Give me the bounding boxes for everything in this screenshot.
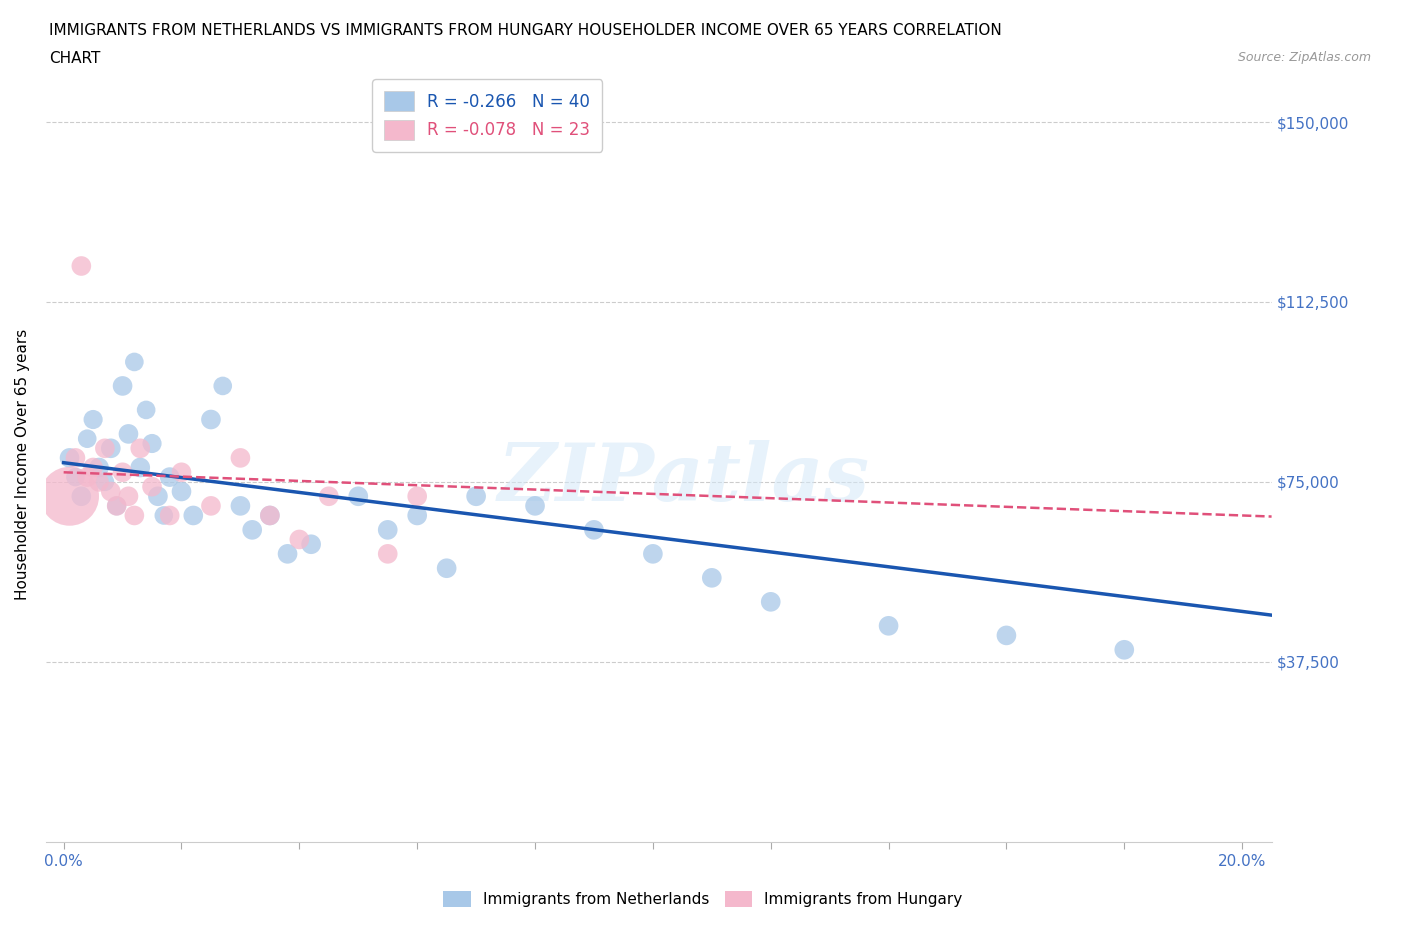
Point bbox=[259, 508, 281, 523]
Point bbox=[181, 508, 204, 523]
Point bbox=[129, 441, 152, 456]
Point bbox=[240, 523, 263, 538]
Point bbox=[641, 547, 664, 562]
Point bbox=[377, 523, 399, 538]
Point bbox=[87, 474, 110, 489]
Point bbox=[129, 460, 152, 475]
Point bbox=[141, 436, 163, 451]
Point bbox=[288, 532, 311, 547]
Point bbox=[117, 489, 139, 504]
Point bbox=[582, 523, 605, 538]
Point bbox=[117, 427, 139, 442]
Point bbox=[70, 489, 93, 504]
Point bbox=[347, 489, 370, 504]
Text: Source: ZipAtlas.com: Source: ZipAtlas.com bbox=[1237, 51, 1371, 64]
Point bbox=[318, 489, 340, 504]
Point bbox=[159, 508, 181, 523]
Point bbox=[82, 460, 104, 475]
Point bbox=[82, 412, 104, 427]
Point bbox=[58, 450, 80, 465]
Point bbox=[170, 484, 193, 498]
Point bbox=[277, 547, 299, 562]
Point bbox=[124, 354, 146, 369]
Point bbox=[700, 570, 723, 585]
Text: CHART: CHART bbox=[49, 51, 101, 66]
Point bbox=[1114, 643, 1136, 658]
Text: ZIPatlas: ZIPatlas bbox=[498, 440, 869, 518]
Point bbox=[406, 508, 429, 523]
Point bbox=[200, 498, 222, 513]
Point bbox=[100, 441, 122, 456]
Point bbox=[153, 508, 176, 523]
Point bbox=[377, 547, 399, 562]
Point bbox=[94, 474, 117, 489]
Point bbox=[70, 259, 93, 273]
Point bbox=[465, 489, 488, 504]
Point bbox=[124, 508, 146, 523]
Point bbox=[146, 489, 169, 504]
Point bbox=[170, 465, 193, 480]
Point bbox=[211, 379, 233, 393]
Point bbox=[100, 484, 122, 498]
Point bbox=[87, 460, 110, 475]
Point bbox=[141, 479, 163, 494]
Point bbox=[436, 561, 458, 576]
Point bbox=[65, 470, 87, 485]
Point bbox=[877, 618, 900, 633]
Point bbox=[135, 403, 157, 418]
Point bbox=[259, 508, 281, 523]
Point bbox=[200, 412, 222, 427]
Point bbox=[229, 450, 252, 465]
Legend: R = -0.266   N = 40, R = -0.078   N = 23: R = -0.266 N = 40, R = -0.078 N = 23 bbox=[373, 79, 602, 152]
Point bbox=[76, 470, 98, 485]
Point bbox=[111, 465, 134, 480]
Point bbox=[111, 379, 134, 393]
Point bbox=[105, 498, 128, 513]
Point bbox=[94, 441, 117, 456]
Point bbox=[406, 489, 429, 504]
Point bbox=[229, 498, 252, 513]
Legend: Immigrants from Netherlands, Immigrants from Hungary: Immigrants from Netherlands, Immigrants … bbox=[437, 884, 969, 913]
Point bbox=[299, 537, 322, 551]
Point bbox=[759, 594, 782, 609]
Point bbox=[76, 432, 98, 446]
Point bbox=[524, 498, 547, 513]
Point bbox=[65, 450, 87, 465]
Point bbox=[105, 498, 128, 513]
Y-axis label: Householder Income Over 65 years: Householder Income Over 65 years bbox=[15, 328, 30, 600]
Text: IMMIGRANTS FROM NETHERLANDS VS IMMIGRANTS FROM HUNGARY HOUSEHOLDER INCOME OVER 6: IMMIGRANTS FROM NETHERLANDS VS IMMIGRANT… bbox=[49, 23, 1002, 38]
Point bbox=[995, 628, 1018, 643]
Point bbox=[58, 489, 80, 504]
Point bbox=[159, 470, 181, 485]
